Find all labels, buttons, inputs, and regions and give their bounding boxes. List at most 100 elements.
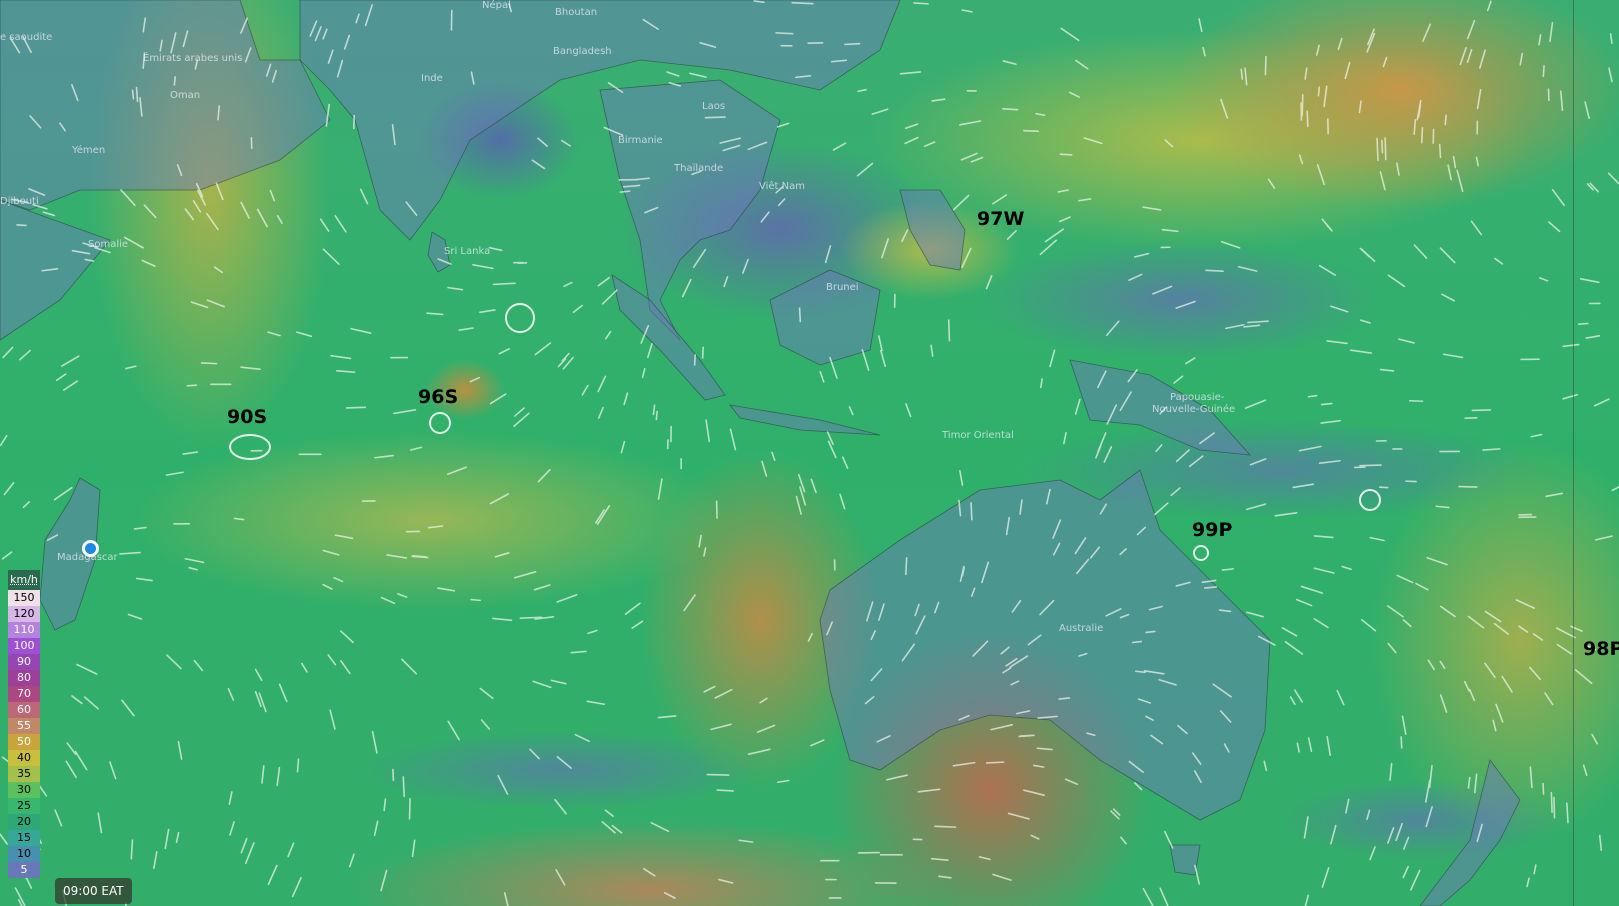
wind-particle (1367, 28, 1375, 46)
legend-row: 80 (8, 670, 40, 686)
wind-particle (1137, 698, 1152, 704)
country-label: Viêt Nam (759, 181, 806, 192)
wind-particle (1415, 582, 1429, 591)
wind-particle (84, 258, 95, 262)
wind-particle (905, 403, 912, 418)
wind-particle (244, 47, 252, 63)
legend-row: 70 (8, 686, 40, 702)
wind-particle (1202, 46, 1206, 57)
wind-particle (1194, 864, 1201, 885)
wind-particle (1326, 340, 1348, 345)
wind-particle (336, 370, 356, 373)
storm-label-96s[interactable]: 96S (418, 386, 459, 408)
wind-particle (959, 469, 964, 486)
wind-particle (1518, 625, 1529, 633)
wind-particle (1005, 657, 1018, 667)
legend-row: 25 (8, 798, 40, 814)
legend-row: 20 (8, 814, 40, 830)
wind-particle (437, 258, 452, 265)
storm-label-98p[interactable]: 98P (1583, 638, 1619, 660)
wind-particle (601, 289, 618, 305)
wind-particle (143, 204, 157, 219)
wind-particle (1267, 178, 1276, 189)
wind-particle (194, 59, 199, 70)
wind-particle (934, 601, 940, 614)
wind-particle (217, 105, 221, 121)
wind-particle (1281, 627, 1298, 637)
wind-particle (1097, 370, 1107, 389)
wind-particle (1064, 778, 1079, 786)
wind-particle (71, 695, 83, 705)
wind-particle (1203, 586, 1218, 589)
wind-particle (135, 86, 139, 103)
wind-particle (742, 258, 749, 274)
wind-particle (0, 833, 8, 845)
wind-particle (826, 431, 834, 446)
wind-particle (961, 247, 972, 268)
wind-particle (1263, 760, 1268, 772)
wind-particle (1220, 98, 1229, 119)
wind-particle (1037, 715, 1058, 719)
wind-particle (1316, 164, 1326, 186)
wind-particle (1549, 22, 1554, 43)
wind-particle (1438, 143, 1442, 159)
wind-particle (622, 184, 641, 188)
wind-particle (228, 791, 233, 806)
wind-particle (905, 557, 908, 576)
wind-particle (1387, 827, 1395, 844)
wind-particle (1519, 52, 1524, 66)
wind-particle (899, 71, 922, 75)
wind-particle (391, 123, 396, 146)
wind-particle (693, 354, 696, 366)
storm-label-97w[interactable]: 97W (977, 208, 1025, 230)
wind-particle (1611, 485, 1619, 492)
wind-particle (1185, 357, 1196, 365)
time-badge[interactable]: 09:00 EAT (55, 878, 132, 904)
wind-particle (1470, 220, 1483, 236)
wind-particle (374, 454, 394, 459)
wind-particle (76, 663, 98, 675)
wind-particle (120, 189, 136, 207)
wind-particle (1142, 206, 1162, 211)
wind-particle (479, 687, 494, 700)
wind-particle (794, 75, 812, 79)
wind-particle (560, 139, 571, 147)
wind-particle (1594, 535, 1613, 541)
wind-particle (1304, 894, 1310, 906)
wind-particle (1555, 627, 1576, 639)
wind-particle (718, 878, 734, 884)
wind-particle (1218, 609, 1232, 613)
wind-particle (650, 822, 670, 833)
wind-particle (961, 9, 973, 13)
wind-particle (1323, 85, 1328, 108)
wind-particle (492, 617, 513, 622)
wind-particle (1058, 697, 1071, 700)
wind-particle (1402, 836, 1410, 850)
wind-particle (1247, 320, 1270, 324)
wind-particle (53, 486, 73, 501)
legend-unit[interactable]: km/h (10, 573, 38, 586)
wind-speed-legend[interactable]: km/h 150 120 110 100 90 80 70 60 55 50 40 35 30 25 20 1… (8, 570, 40, 878)
wind-particle (1494, 257, 1504, 265)
wind-particle (1341, 565, 1352, 571)
location-marker[interactable] (82, 540, 99, 557)
wind-particle (810, 739, 825, 747)
wind-particle (961, 566, 965, 577)
cyclone-swirl-90s (229, 434, 271, 460)
wind-particle (503, 892, 509, 906)
wind-particle (1002, 60, 1017, 66)
wind-particle (322, 549, 340, 556)
wind-particle (1376, 137, 1379, 162)
wind-particle (182, 30, 189, 48)
wind-particle (1249, 458, 1267, 466)
storm-label-99p[interactable]: 99P (1192, 519, 1233, 541)
wind-particle (1119, 548, 1127, 556)
wind-particle (97, 812, 103, 834)
wind-particle (1439, 694, 1448, 713)
landmass-new-zealand (1419, 759, 1521, 906)
wind-particle (498, 348, 510, 355)
storm-label-90s[interactable]: 90S (227, 406, 268, 428)
wind-particle (240, 366, 261, 370)
wind-particle (1010, 680, 1020, 686)
